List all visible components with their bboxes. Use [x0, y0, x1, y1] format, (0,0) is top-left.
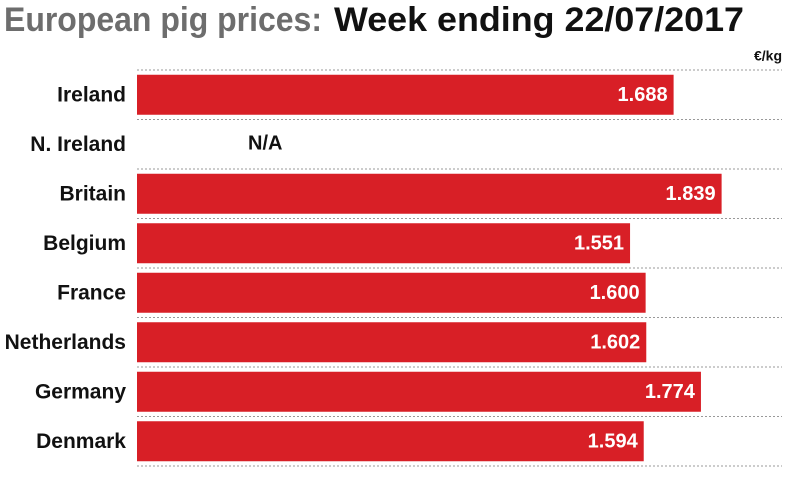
value-label: 1.600: [590, 282, 640, 304]
bar: [137, 322, 647, 363]
value-label: 1.839: [666, 183, 716, 205]
value-label: 1.594: [588, 431, 639, 453]
chart-title: European pig prices:: [4, 1, 322, 39]
y-tick-label: Belgium: [43, 232, 126, 255]
bar: [137, 371, 701, 412]
value-label: 1.551: [574, 233, 624, 255]
bar: [137, 421, 644, 462]
y-tick-label: Britain: [59, 182, 126, 205]
value-label: 1.774: [645, 381, 696, 403]
unit-label: €/kg: [754, 48, 782, 64]
value-label: N/A: [248, 133, 282, 155]
value-label: 1.688: [618, 84, 668, 106]
y-tick-label: France: [57, 281, 126, 304]
value-label: 1.602: [590, 332, 640, 354]
y-tick-label: Denmark: [36, 430, 126, 453]
y-tick-label: Germany: [35, 380, 126, 403]
bar: [137, 74, 674, 115]
bar: [137, 173, 722, 214]
bar: [137, 272, 646, 313]
bar: [137, 223, 631, 264]
chart-subtitle: Week ending 22/07/2017: [334, 1, 744, 39]
y-tick-label: Netherlands: [5, 331, 126, 354]
y-tick-label: Ireland: [57, 83, 126, 106]
y-tick-label: N. Ireland: [30, 133, 126, 156]
